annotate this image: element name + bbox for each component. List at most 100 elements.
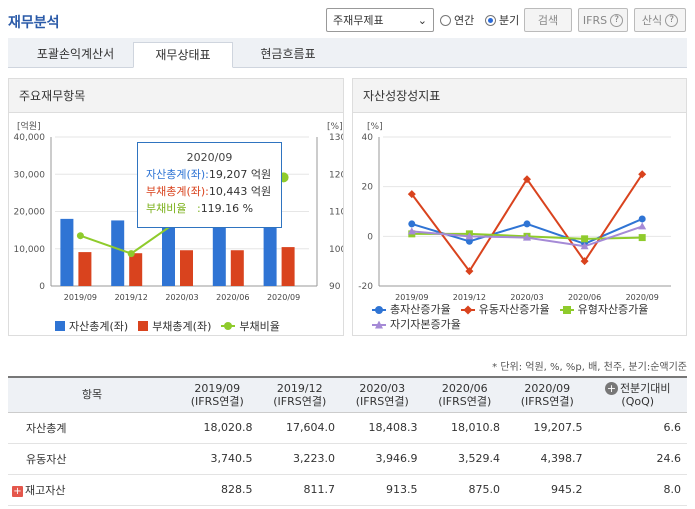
y-tick-label: 10,000 [14, 245, 46, 255]
left-panel-title: 주요재무항목 [9, 79, 343, 113]
legend-item[interactable]: 유형자산증가율 [559, 302, 649, 317]
page-title: 재무분석 [8, 15, 60, 31]
assets-bar [162, 217, 175, 286]
period-label: 2020/03 [359, 381, 406, 395]
row-label[interactable]: + 재고자산 [8, 474, 176, 506]
liabilities-bar [281, 247, 295, 286]
square-marker-icon [55, 321, 65, 331]
assets-bar [263, 214, 277, 286]
legend-item[interactable]: 총자산증가율 [372, 302, 451, 317]
period-label: 2020/09 [524, 381, 571, 395]
statement-select[interactable]: 주재무제표 ⌄ [326, 8, 434, 32]
qoq-header: + 전분기대비 (QoQ) [588, 376, 687, 413]
tooltip-assets-value: 19,207 억원 [208, 168, 272, 181]
right-chart-panel: 자산성장성지표 [%] -20 0 20 40 2019/09 2019/12 2020/03… [352, 78, 687, 336]
legend-item[interactable]: 유동자산증가율 [460, 302, 550, 317]
table-row: 자산총계 18,020.8 17,604.0 18,408.3 18,010.8 19,2… [8, 412, 687, 444]
legend-item[interactable]: 자산총계(좌) [55, 318, 128, 334]
ifrs-label: IFRS [582, 13, 608, 27]
radio-icon [440, 14, 451, 26]
period-label: 2019/12 [276, 381, 323, 395]
series-point [580, 257, 589, 266]
legend-item[interactable]: 부채비율 [221, 318, 280, 334]
square-marker-icon [559, 304, 574, 315]
series-point [638, 215, 646, 223]
series-point [407, 227, 416, 235]
x-tick-label: 2020/03 [165, 293, 198, 302]
x-tick-label: 2020/03 [510, 293, 543, 302]
tab-income-statement[interactable]: 포괄손익계산서 [36, 47, 115, 61]
tab-bar: 포괄손익계산서 재무상태표 현금흐름표 [8, 38, 687, 68]
liabilities-bar [180, 250, 193, 286]
series-point [465, 267, 474, 276]
table-cell: 18,010.8 [423, 412, 506, 444]
expand-icon[interactable]: + [12, 485, 23, 497]
diamond-marker-icon [460, 304, 475, 315]
y-tick-label: 30,000 [14, 170, 46, 180]
y-tick-label: 20 [362, 183, 374, 193]
ifrs-button[interactable]: IFRS? [578, 8, 628, 32]
x-tick-label: 2020/09 [626, 293, 659, 302]
select-value: 주재무제표 [333, 14, 384, 27]
search-button[interactable]: 검색 [524, 8, 572, 32]
table-cell: 811.7 [258, 474, 341, 506]
table-cell: 19,207.5 [506, 412, 589, 444]
quarter-radio[interactable]: 분기 [485, 8, 519, 32]
table-cell: 828.5 [176, 474, 259, 506]
annual-radio[interactable]: 연간 [440, 8, 474, 32]
table-row: 유동자산 3,740.5 3,223.0 3,946.9 3,529.4 4,398.7 2… [8, 443, 687, 475]
asset-growth-chart: [%] -20 0 20 40 2019/09 2019/12 2020/03 2020/06 2… [358, 122, 671, 302]
y-tick-label: 40,000 [14, 133, 46, 143]
x-tick-label: 2019/12 [115, 293, 148, 302]
series-point [638, 234, 646, 242]
debt-ratio-point [76, 232, 84, 240]
series-point [580, 242, 589, 250]
series-point [465, 237, 473, 245]
y-tick-label: 40 [362, 133, 374, 143]
table-cell: 18,020.8 [176, 412, 259, 444]
period-basis: (IFRS연결) [273, 394, 327, 408]
tab-cash-flow[interactable]: 현금흐름표 [260, 47, 316, 61]
legend-label: 부채비율 [239, 320, 280, 333]
add-circle-icon: + [604, 381, 618, 395]
table-cell: 18,408.3 [341, 412, 424, 444]
y2-tick-label: 120 [329, 170, 343, 180]
legend-label: 유동자산증가율 [478, 303, 550, 316]
table-cell: 3,740.5 [176, 443, 259, 475]
legend-label: 총자산증가율 [390, 303, 451, 316]
x-tick-label: 2019/09 [395, 293, 428, 302]
row-label: 자산총계 [8, 412, 176, 444]
table-cell: 8.0 [588, 474, 687, 506]
series-point [407, 190, 416, 199]
table-cell: 4,398.7 [506, 443, 589, 475]
liabilities-bar [78, 252, 92, 286]
series-point [638, 222, 647, 230]
circle-marker-icon [372, 304, 386, 315]
legend-label: 유형자산증가율 [577, 303, 649, 316]
debt-ratio-point [127, 250, 135, 258]
quarter-label: 분기 [499, 14, 520, 27]
period-header: 2019/12 (IFRS연결) [258, 376, 341, 413]
series-point [408, 220, 416, 228]
unit-note: * 단위: 억원, %, %p, 배, 천주, 분기:순액기준 [492, 362, 687, 373]
table-cell: 913.5 [341, 474, 424, 506]
tooltip-liabilities-value: 10,443 억원 [208, 185, 272, 198]
y2-axis-label: [%] [327, 122, 343, 132]
series-point [523, 233, 531, 241]
y-tick-label: 20,000 [14, 208, 46, 218]
table-cell: 875.0 [423, 474, 506, 506]
y2-tick-label: 130 [329, 133, 343, 143]
tooltip-period: 2020/09 [186, 151, 233, 164]
triangle-marker-icon [372, 319, 386, 330]
table-cell: 3,946.9 [341, 443, 424, 475]
x-tick-label: 2020/09 [267, 293, 300, 302]
legend-item[interactable]: 부채총계(좌) [138, 318, 211, 334]
qoq-sub: (QoQ) [621, 394, 655, 408]
table-cell: 24.6 [588, 443, 687, 475]
legend-label: 자기자본증가율 [390, 318, 461, 331]
tab-balance-sheet[interactable]: 재무상태표 [133, 42, 233, 68]
formula-button[interactable]: 산식? [634, 8, 686, 32]
y-axis-label: [억원] [17, 120, 41, 132]
row-label-text: 재고자산 [25, 483, 66, 497]
legend-item[interactable]: 자기자본증가율 [372, 317, 461, 332]
